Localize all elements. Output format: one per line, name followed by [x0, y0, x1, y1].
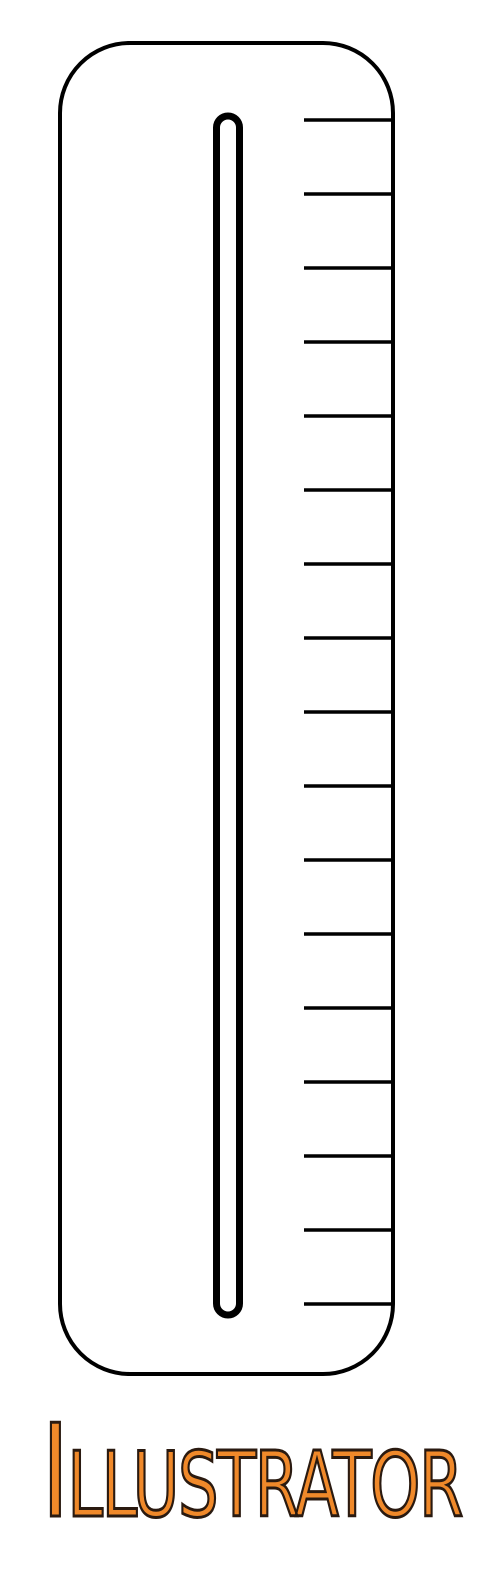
caption-text: Illustrator [42, 1398, 462, 1547]
thermometer-outline [58, 41, 395, 1376]
scale-ticks [304, 118, 391, 1306]
thermometer-tube [213, 112, 243, 1319]
caption: Illustrator [0, 1398, 504, 1548]
